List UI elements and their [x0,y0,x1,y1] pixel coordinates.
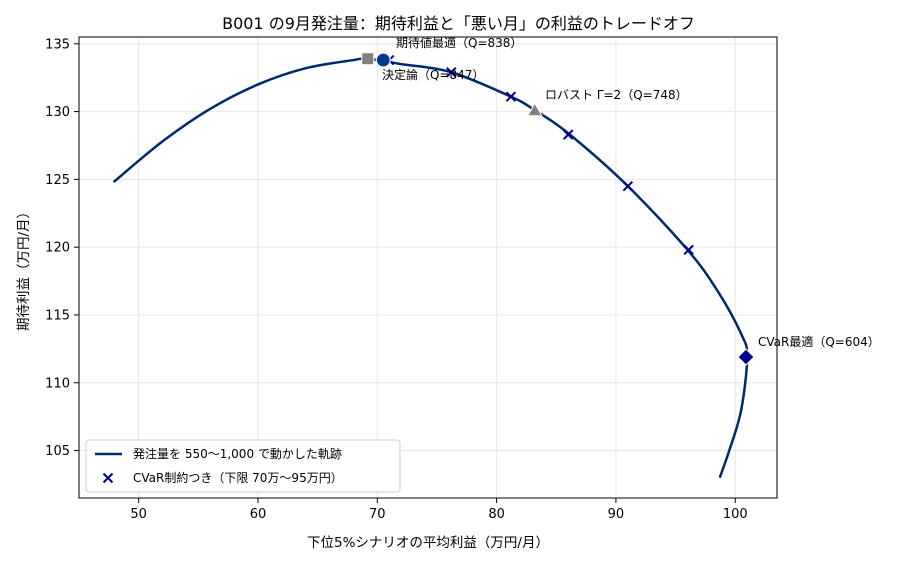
plot-frame [78,36,778,499]
y-tick-label: 135 [45,37,70,52]
x-marker-stroke [446,67,457,78]
x-tick-label: 60 [250,507,267,522]
x-axis-label: 下位5%シナリオの平均利益（万円/月） [307,535,549,551]
x-marker-stroke [683,244,694,256]
chart-title: B001 の9月発注量：期待利益と「悪い月」の利益のトレードオフ [222,14,695,33]
x-tick-label: 70 [369,507,386,522]
x-marker-stroke [562,129,574,140]
x-marker-stroke [505,91,517,102]
grid [79,37,777,498]
y-tick-label: 130 [45,105,70,120]
x-tick-label: 90 [608,507,625,522]
annotations: 期待値最適（Q=838） 決定論（Q=847） ロバスト Γ=2（Q=748） … [382,35,880,349]
expected-optimum-circle-marker [375,52,391,68]
y-tick-label: 120 [45,241,70,256]
axes: 50 60 70 80 90 100 105 110 115 120 125 130 135 [45,36,778,522]
deterministic-square-marker [361,52,375,66]
x-marker-stroke [622,180,634,192]
legend-label-cvar-constrained: CVaR制約つき（下限 70万〜95万円） [133,470,343,485]
annotation-robust: ロバスト Γ=2（Q=748） [545,88,688,102]
cvar-constraint-point [562,129,574,140]
annotation-deterministic: 決定論（Q=847） [382,67,484,82]
y-tick-label: 105 [45,444,70,459]
legend-label-trajectory: 発注量を 550〜1,000 で動かした軌跡 [133,446,342,461]
legend-x-marker [102,472,114,484]
y-tick-label: 125 [45,173,70,188]
series [112,54,749,479]
annotation-expected-optimum: 期待値最適（Q=838） [396,35,522,50]
cvar-constraint-point [505,91,517,102]
robust-triangle-marker [526,102,543,117]
annotation-cvar-optimum: CVaR最適（Q=604） [758,334,880,349]
x-tick-label: 100 [723,507,748,522]
highlight-markers [361,52,755,366]
y-tick-label: 115 [45,308,70,323]
cvar-constraint-point [683,244,694,256]
x-tick-label: 50 [130,507,147,522]
x-tick-label: 80 [488,507,505,522]
legend: 発注量を 550〜1,000 で動かした軌跡 CVaR制約つき（下限 70万〜9… [85,439,401,493]
cvar-constraint-point [446,67,457,78]
cvar-constraint-point [622,180,634,192]
y-tick-label: 110 [45,376,70,391]
legend-box [85,439,401,493]
cvar-optimum-diamond-marker [737,348,755,366]
series-line-trajectory [112,57,749,479]
